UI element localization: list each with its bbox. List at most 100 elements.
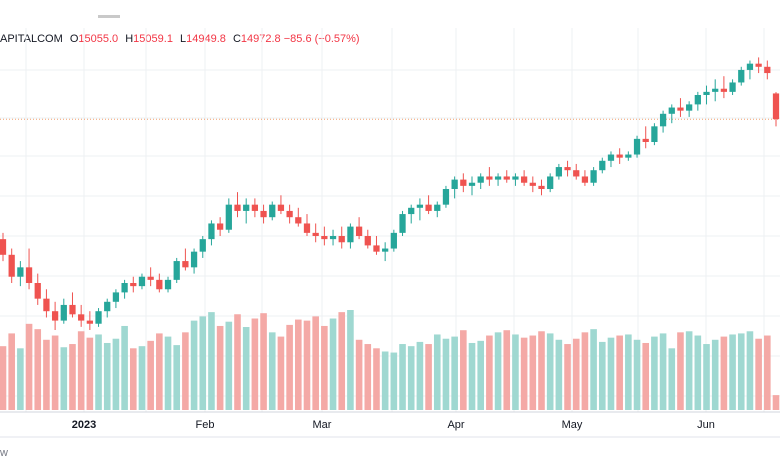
candle-body — [303, 223, 311, 233]
volume-bar — [425, 344, 432, 410]
candle-body — [677, 107, 684, 111]
candle-body — [633, 138, 641, 155]
volume-bar — [34, 329, 42, 410]
candle-body — [468, 182, 476, 186]
high-label: H — [125, 33, 134, 45]
volume-bar — [572, 338, 580, 410]
volume-bar — [268, 332, 276, 410]
volume-bar — [260, 313, 267, 410]
candle-body — [460, 179, 467, 186]
volume-bar — [303, 320, 311, 410]
candle-body — [130, 283, 137, 287]
volume-bar — [347, 310, 354, 410]
volume-bar — [494, 332, 502, 410]
volume-bar — [8, 333, 15, 410]
candle-body — [51, 311, 59, 321]
volume-bar — [512, 334, 519, 410]
candle-body — [720, 88, 728, 92]
candle-body — [399, 214, 406, 233]
volume-bar — [129, 348, 137, 410]
volume-bar — [729, 334, 736, 410]
candle-body — [686, 104, 693, 111]
candle-body — [607, 154, 615, 161]
volume-bar — [199, 316, 207, 410]
volume-bar — [607, 337, 615, 410]
volume-bar — [251, 318, 259, 410]
volume-bar — [329, 318, 337, 410]
symbol-name: APITALCOM — [0, 33, 63, 45]
candle-body — [755, 63, 762, 67]
close-label: C — [232, 33, 241, 45]
volume-bar — [685, 331, 693, 410]
ohlc-legend: APITALCOM O15055.0 H15059.1 L14949.8 C14… — [0, 33, 360, 45]
low-label: L — [180, 33, 187, 45]
candle-body — [190, 251, 198, 268]
candle-body — [520, 176, 528, 183]
candle-body — [390, 232, 397, 249]
candle-body — [234, 204, 241, 211]
candle-body — [355, 226, 363, 236]
candle-body — [581, 176, 589, 183]
candle-body — [34, 283, 41, 299]
volume-bar — [182, 332, 189, 410]
candle-body — [43, 298, 50, 312]
volume-bar — [216, 325, 224, 410]
candle-body — [651, 126, 658, 142]
candle-body — [503, 176, 510, 180]
volume-bar — [642, 342, 650, 410]
volume-bar — [616, 335, 623, 410]
volume-bar — [234, 314, 241, 410]
volume-bar — [659, 333, 667, 410]
volume-bar — [355, 339, 363, 410]
volume-bar — [277, 336, 285, 410]
candle-body — [295, 217, 302, 224]
volume-bar — [711, 339, 719, 410]
volume-bar — [312, 316, 319, 410]
volume-bar — [321, 325, 328, 410]
volume-bar — [121, 325, 128, 410]
volume-bar — [564, 344, 571, 410]
volume-bar — [156, 333, 163, 410]
volume-bar — [755, 338, 762, 410]
volume-bar — [399, 344, 406, 410]
volume-bar — [520, 337, 528, 410]
volume-bar — [86, 337, 94, 410]
volume-bar — [581, 332, 589, 410]
candle-body — [382, 248, 389, 252]
candle-body — [104, 301, 111, 312]
candle-body — [564, 167, 571, 171]
volume-bar — [147, 340, 154, 410]
volume-bar — [208, 312, 215, 410]
candle-body — [547, 176, 554, 189]
volume-bar — [668, 348, 676, 410]
candle-body — [138, 276, 146, 287]
volume-bar — [772, 395, 780, 410]
x-tick-label: Feb — [196, 419, 215, 431]
candle-body — [486, 176, 493, 180]
volume-bar — [17, 348, 24, 410]
volume-bar — [407, 346, 415, 410]
candle-body — [642, 138, 649, 142]
candle-body — [712, 88, 719, 92]
top-toolbar — [0, 0, 780, 28]
candle-body — [243, 204, 250, 211]
footer-label: w — [0, 447, 8, 459]
volume-bar — [381, 351, 389, 410]
low-value: 14949.8 — [186, 33, 226, 45]
volume-bar — [190, 320, 198, 410]
candle-body — [616, 154, 623, 158]
volume-bar — [295, 319, 302, 410]
candle-body — [312, 232, 319, 236]
volume-bar — [442, 338, 450, 410]
candle-body — [555, 167, 562, 177]
candle-body — [764, 66, 771, 74]
candle-body — [694, 95, 701, 105]
candle-body — [434, 204, 441, 211]
volume-bar — [468, 342, 476, 410]
candle-body — [121, 283, 128, 293]
volume-bar — [598, 341, 606, 410]
volume-bar — [451, 336, 458, 410]
candle-body — [95, 311, 102, 324]
candle-body — [251, 204, 259, 211]
